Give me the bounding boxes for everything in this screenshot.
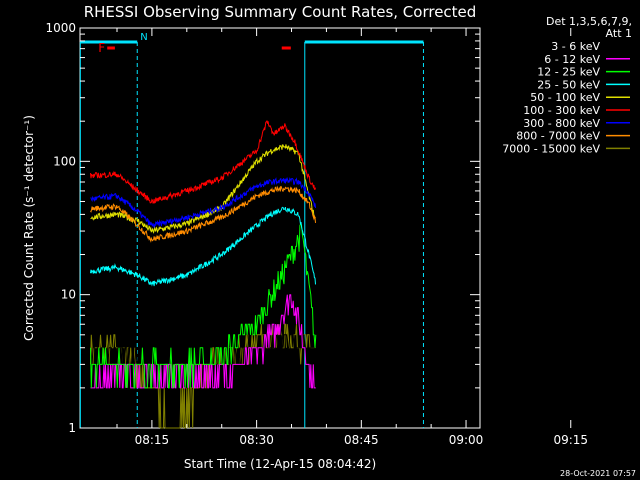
y-tick-label: 100 <box>53 154 76 168</box>
x-tick-label: 09:15 <box>553 433 588 447</box>
legend-entry-label: 12 - 25 keV <box>537 66 600 79</box>
legend-entry-label: 7000 - 15000 keV <box>502 142 600 155</box>
y-tick-label: 1 <box>68 421 76 435</box>
legend-entry-label: 100 - 300 keV <box>523 104 600 117</box>
y-axis-label: Corrected Count Rate (s⁻¹ detector⁻¹) <box>22 115 36 341</box>
chart-title: RHESSI Observing Summary Count Rates, Co… <box>84 3 477 21</box>
y-tick-label: 10 <box>61 288 76 302</box>
legend-entry-label: 300 - 800 keV <box>523 117 600 130</box>
series-line-6 <box>91 178 316 227</box>
x-tick-label: 08:30 <box>239 433 274 447</box>
x-tick-label: 09:00 <box>449 433 484 447</box>
legend-entry-label: 800 - 7000 keV <box>516 130 600 143</box>
series-line-5 <box>91 121 316 203</box>
legend-entry-label: 3 - 6 keV <box>551 40 600 53</box>
series-line-8 <box>91 324 316 428</box>
x-tick-label: 08:45 <box>344 433 379 447</box>
x-axis-label: Start Time (12-Apr-15 08:04:42) <box>184 457 376 471</box>
x-tick-label: 08:15 <box>135 433 170 447</box>
footer-timestamp: 28-Oct-2021 07:57 <box>560 469 636 478</box>
legend-entry-label: 25 - 50 keV <box>537 78 600 91</box>
flare-flag-label: F <box>98 41 105 55</box>
data-series <box>91 121 316 428</box>
legend-entry-label: 6 - 12 keV <box>544 53 600 66</box>
legend-header-line: Att 1 <box>606 27 632 40</box>
series-line-1 <box>91 295 316 388</box>
legend-entry-label: 50 - 100 keV <box>530 91 600 104</box>
y-tick-label: 1000 <box>45 21 76 35</box>
night-flag-label: N <box>140 32 147 43</box>
